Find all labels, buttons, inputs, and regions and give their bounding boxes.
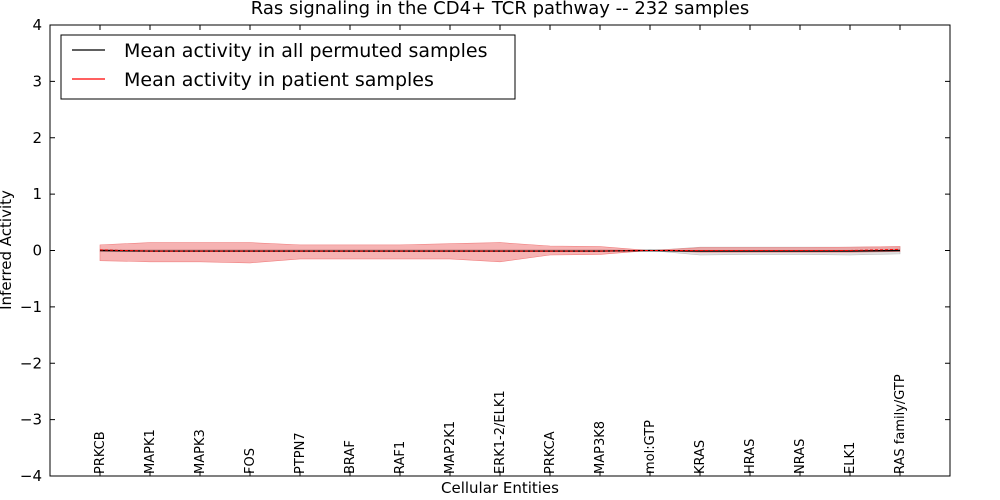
legend-box bbox=[60, 34, 516, 100]
x-tick-label: KRAS bbox=[693, 440, 708, 474]
x-tick-label: FOS bbox=[243, 448, 258, 474]
x-tick-label: PRKCA bbox=[543, 431, 558, 474]
y-tick-label: 2 bbox=[32, 129, 42, 147]
series-line-patient bbox=[99, 248, 901, 252]
y-tick-label: −1 bbox=[20, 298, 42, 316]
y-tick-label: 0 bbox=[32, 242, 42, 260]
legend-label-permuted: Mean activity in all permuted samples bbox=[124, 40, 487, 62]
x-tick-label: ERK1-2/ELK1 bbox=[493, 390, 508, 474]
x-tick-label: PTPN7 bbox=[293, 432, 308, 474]
x-tick-label: MAPK3 bbox=[193, 429, 208, 474]
y-tick-label: 1 bbox=[32, 185, 42, 203]
y-tick-label: 3 bbox=[32, 72, 42, 90]
y-axis-label: Inferred Activity bbox=[0, 190, 15, 310]
y-tick-label: −3 bbox=[20, 411, 42, 429]
band-patient bbox=[99, 242, 901, 264]
x-tick-label: RAF1 bbox=[393, 441, 408, 474]
legend: Mean activity in all permuted samples Me… bbox=[60, 34, 516, 100]
y-tick-label: 4 bbox=[32, 16, 42, 34]
legend-label-patient: Mean activity in patient samples bbox=[124, 69, 434, 91]
y-tick-label: −2 bbox=[20, 354, 42, 372]
x-tick-label: RAS family/GTP bbox=[893, 374, 908, 474]
x-tick-label: NRAS bbox=[793, 439, 808, 474]
x-tick-label: MAPK1 bbox=[143, 429, 158, 474]
y-tick-label: −4 bbox=[20, 467, 42, 485]
x-tick-label: ELK1 bbox=[843, 442, 858, 474]
x-tick-label: MAP2K1 bbox=[443, 421, 458, 474]
x-tick-label: PRKCB bbox=[93, 431, 108, 474]
x-tick-label: MAP3K8 bbox=[593, 421, 608, 474]
x-tick-label: BRAF bbox=[343, 440, 358, 474]
x-axis-label: Cellular Entities bbox=[441, 479, 559, 497]
x-tick-label: mol:GTP bbox=[643, 420, 658, 474]
chart-title: Ras signaling in the CD4+ TCR pathway --… bbox=[251, 0, 750, 19]
x-tick-label: HRAS bbox=[743, 439, 758, 474]
